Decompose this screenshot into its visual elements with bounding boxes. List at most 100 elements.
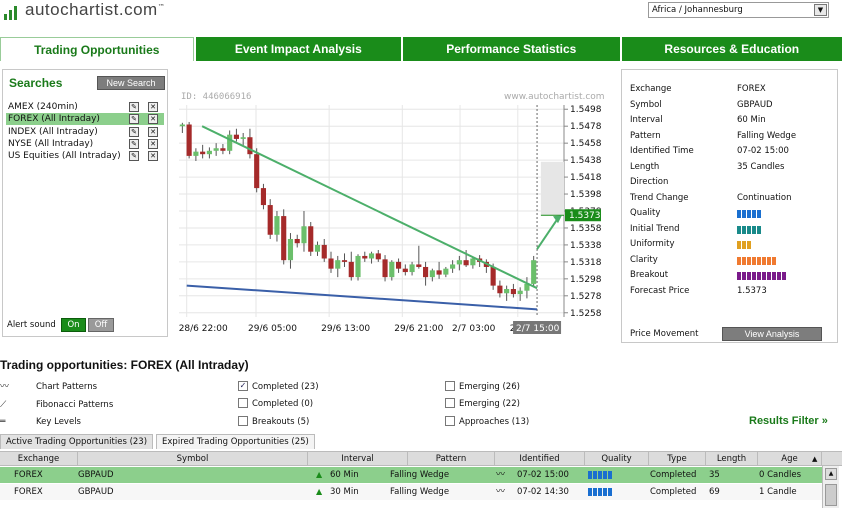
candle [233, 134, 239, 139]
y-tick-label: 1.5398 [570, 190, 602, 200]
tab-active-opportunities[interactable]: Active Trading Opportunities (23) [0, 434, 154, 449]
table-row[interactable]: FOREX GBPAUD 60 Min Falling Wedge 07-02 15:0… [0, 467, 822, 483]
cell-age: 1 Candle [759, 487, 797, 497]
search-item[interactable]: FOREX (All Intraday) ✎ ✕ [6, 113, 164, 126]
column-header[interactable]: Length [706, 452, 758, 466]
filter-checkbox[interactable] [445, 380, 455, 391]
cell-identified: 07-02 14:30 [517, 487, 569, 497]
column-header[interactable]: Type [649, 452, 706, 466]
tab-event-impact-analysis[interactable]: Event Impact Analysis [195, 37, 402, 61]
search-item-label: AMEX (240min) [8, 102, 78, 112]
cell-exchange: FOREX [14, 487, 43, 497]
search-item[interactable]: US Equities (All Intraday) ✎ ✕ [6, 150, 164, 162]
info-key: Direction [630, 177, 669, 187]
pattern-wave-icon: 〰 [496, 470, 506, 480]
candle [247, 137, 253, 155]
tab-performance-statistics[interactable]: Performance Statistics [403, 37, 620, 61]
cell-pattern: Falling Wedge [390, 470, 450, 480]
x-tick-label: 29/6 05:00 [248, 324, 297, 334]
y-tick-label: 1.5438 [570, 156, 602, 166]
info-value: Falling Wedge [737, 130, 797, 141]
column-header[interactable]: Exchange [0, 452, 78, 466]
search-item[interactable]: NYSE (All Intraday) ✎ ✕ [6, 138, 164, 150]
info-key: Trend Change [630, 192, 689, 203]
table-scrollbar[interactable]: ▲ [822, 466, 839, 508]
pattern-type-item[interactable]: ⟋ Fibonacci Patterns [0, 399, 140, 411]
info-row: Length 35 Candles [630, 160, 835, 174]
filter-option[interactable]: Completed (0) [238, 397, 388, 410]
scroll-thumb[interactable] [825, 484, 837, 506]
alert-on-button[interactable]: On [61, 318, 86, 332]
table-row[interactable]: FOREX GBPAUD 30 Min Falling Wedge 07-02 14:3… [0, 484, 822, 500]
edit-icon[interactable]: ✎ [129, 151, 139, 162]
filter-checkbox[interactable] [445, 415, 455, 426]
candle [240, 137, 246, 139]
candle [517, 290, 523, 295]
column-header[interactable]: Symbol [78, 452, 308, 466]
filter-option[interactable]: Emerging (22) [445, 397, 595, 410]
search-item[interactable]: AMEX (240min) ✎ ✕ [6, 101, 164, 113]
results-filter-link[interactable]: Results Filter » [749, 415, 828, 427]
column-header[interactable]: Pattern [408, 452, 495, 466]
alert-off-button[interactable]: Off [88, 318, 114, 332]
cell-symbol: GBPAUD [78, 470, 114, 480]
quality-bars [588, 471, 613, 481]
scroll-up-icon[interactable]: ▲ [825, 468, 837, 480]
filter-option[interactable]: Emerging (26) [445, 380, 595, 393]
delete-icon[interactable]: ✕ [148, 126, 158, 137]
forecast-arrow-line [536, 217, 559, 250]
tab-resources-education[interactable]: Resources & Education [621, 37, 842, 61]
price-movement-label: Price Movement [630, 329, 699, 339]
column-header[interactable]: Quality [585, 452, 649, 466]
candle [213, 148, 219, 151]
delete-icon[interactable]: ✕ [148, 138, 158, 149]
column-header[interactable]: Age [758, 452, 822, 466]
up-trend-icon: ▲ [316, 470, 323, 479]
y-tick-label: 1.5258 [570, 309, 602, 319]
candle [389, 261, 395, 278]
search-item[interactable]: INDEX (All Intraday) ✎ ✕ [6, 126, 164, 138]
column-header[interactable]: Interval [308, 452, 408, 466]
edit-icon[interactable]: ✎ [129, 114, 139, 125]
y-tick-label: 1.5318 [570, 258, 602, 268]
key-levels-icon: ═ [0, 417, 6, 427]
sort-down-icon[interactable]: ▲ [812, 455, 818, 463]
view-analysis-button[interactable]: View Analysis [722, 327, 822, 341]
edit-icon[interactable]: ✎ [129, 138, 139, 149]
info-key: Identified Time [630, 146, 694, 156]
pattern-type-item[interactable]: ═ Key Levels [0, 416, 140, 428]
candle [294, 238, 300, 244]
column-header[interactable]: Identified [495, 452, 585, 466]
chevron-down-icon[interactable]: ▼ [814, 4, 827, 16]
chevron-up-icon: » [821, 415, 828, 427]
filter-checkbox[interactable]: ✓ [238, 380, 248, 391]
y-tick-label: 1.5338 [570, 241, 602, 251]
edit-icon[interactable]: ✎ [129, 126, 139, 137]
forecast-zone [540, 161, 564, 216]
searches-panel: Searches New Search AMEX (240min) ✎ ✕ FOREX… [2, 69, 168, 337]
rating-bars [737, 225, 762, 239]
subtabs: Active Trading Opportunities (23) Expire… [0, 434, 318, 449]
rating-bars [737, 256, 777, 270]
price-chart[interactable]: 1.5498 1.5478 1.5458 1.5438 1.5418 1.5398 1.53… [173, 85, 613, 340]
rating-bars [737, 240, 752, 254]
edit-icon[interactable]: ✎ [129, 102, 139, 112]
filter-option[interactable]: Approaches (13) [445, 415, 595, 428]
timezone-select[interactable]: Africa / Johannesburg ▼ [648, 2, 829, 18]
tab-expired-opportunities[interactable]: Expired Trading Opportunities (25) [156, 434, 315, 449]
filter-checkbox[interactable] [238, 397, 248, 408]
filter-option[interactable]: Breakouts (5) [238, 415, 388, 428]
new-search-button[interactable]: New Search [97, 76, 165, 90]
filter-option[interactable]: ✓ Completed (23) [238, 380, 388, 393]
filter-checkbox[interactable] [238, 415, 248, 426]
candle [260, 188, 267, 206]
info-key: Uniformity [630, 239, 675, 249]
cell-age: 0 Candles [759, 470, 802, 480]
chart-pattern-icon: 〰 [0, 382, 10, 392]
filter-checkbox[interactable] [445, 397, 455, 408]
pattern-type-item[interactable]: 〰 Chart Patterns [0, 381, 140, 393]
delete-icon[interactable]: ✕ [148, 151, 158, 162]
tab-trading-opportunities[interactable]: Trading Opportunities [0, 37, 194, 61]
delete-icon[interactable]: ✕ [148, 114, 158, 125]
delete-icon[interactable]: ✕ [148, 102, 158, 112]
